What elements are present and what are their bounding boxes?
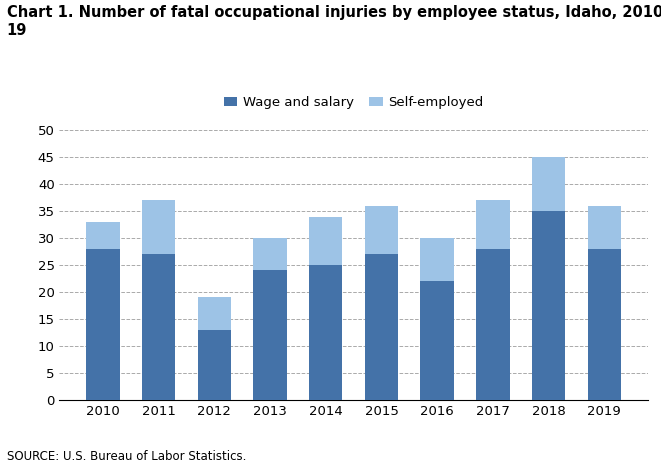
Bar	[86, 249, 120, 400]
Bar	[532, 211, 565, 400]
Bar	[588, 206, 621, 249]
Bar	[142, 200, 175, 254]
Bar	[588, 249, 621, 400]
Bar	[198, 298, 231, 330]
Bar	[253, 238, 287, 271]
Bar	[365, 206, 398, 254]
Bar	[309, 217, 342, 265]
Bar	[420, 281, 454, 400]
Bar	[142, 254, 175, 400]
Bar	[86, 222, 120, 249]
Bar	[198, 330, 231, 400]
Bar	[309, 265, 342, 400]
Bar	[476, 200, 510, 249]
Bar	[532, 157, 565, 211]
Bar	[420, 238, 454, 281]
Text: Chart 1. Number of fatal occupational injuries by employee status, Idaho, 2010–
: Chart 1. Number of fatal occupational in…	[7, 5, 661, 38]
Legend: Wage and salary, Self-employed: Wage and salary, Self-employed	[219, 91, 488, 114]
Bar	[365, 254, 398, 400]
Bar	[476, 249, 510, 400]
Bar	[253, 271, 287, 400]
Text: SOURCE: U.S. Bureau of Labor Statistics.: SOURCE: U.S. Bureau of Labor Statistics.	[7, 450, 246, 463]
